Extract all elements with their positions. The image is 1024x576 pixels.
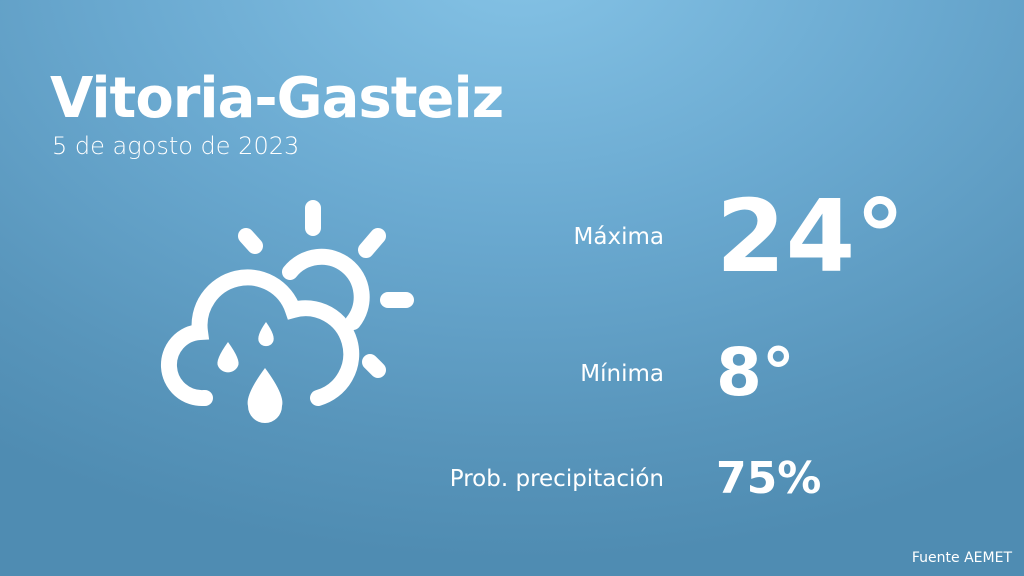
sun-cloud-rain-icon xyxy=(161,200,414,423)
city-title: Vitoria-Gasteiz xyxy=(50,66,504,131)
source-credit: Fuente AEMET xyxy=(911,550,1012,566)
precip-value: 75% xyxy=(716,453,822,504)
max-value: 24° xyxy=(716,178,906,295)
max-label: Máxima xyxy=(573,224,664,250)
min-value: 8° xyxy=(716,334,795,411)
forecast-date: 5 de agosto de 2023 xyxy=(52,132,300,160)
precip-label: Prob. precipitación xyxy=(449,466,664,492)
min-label: Mínima xyxy=(580,361,664,387)
